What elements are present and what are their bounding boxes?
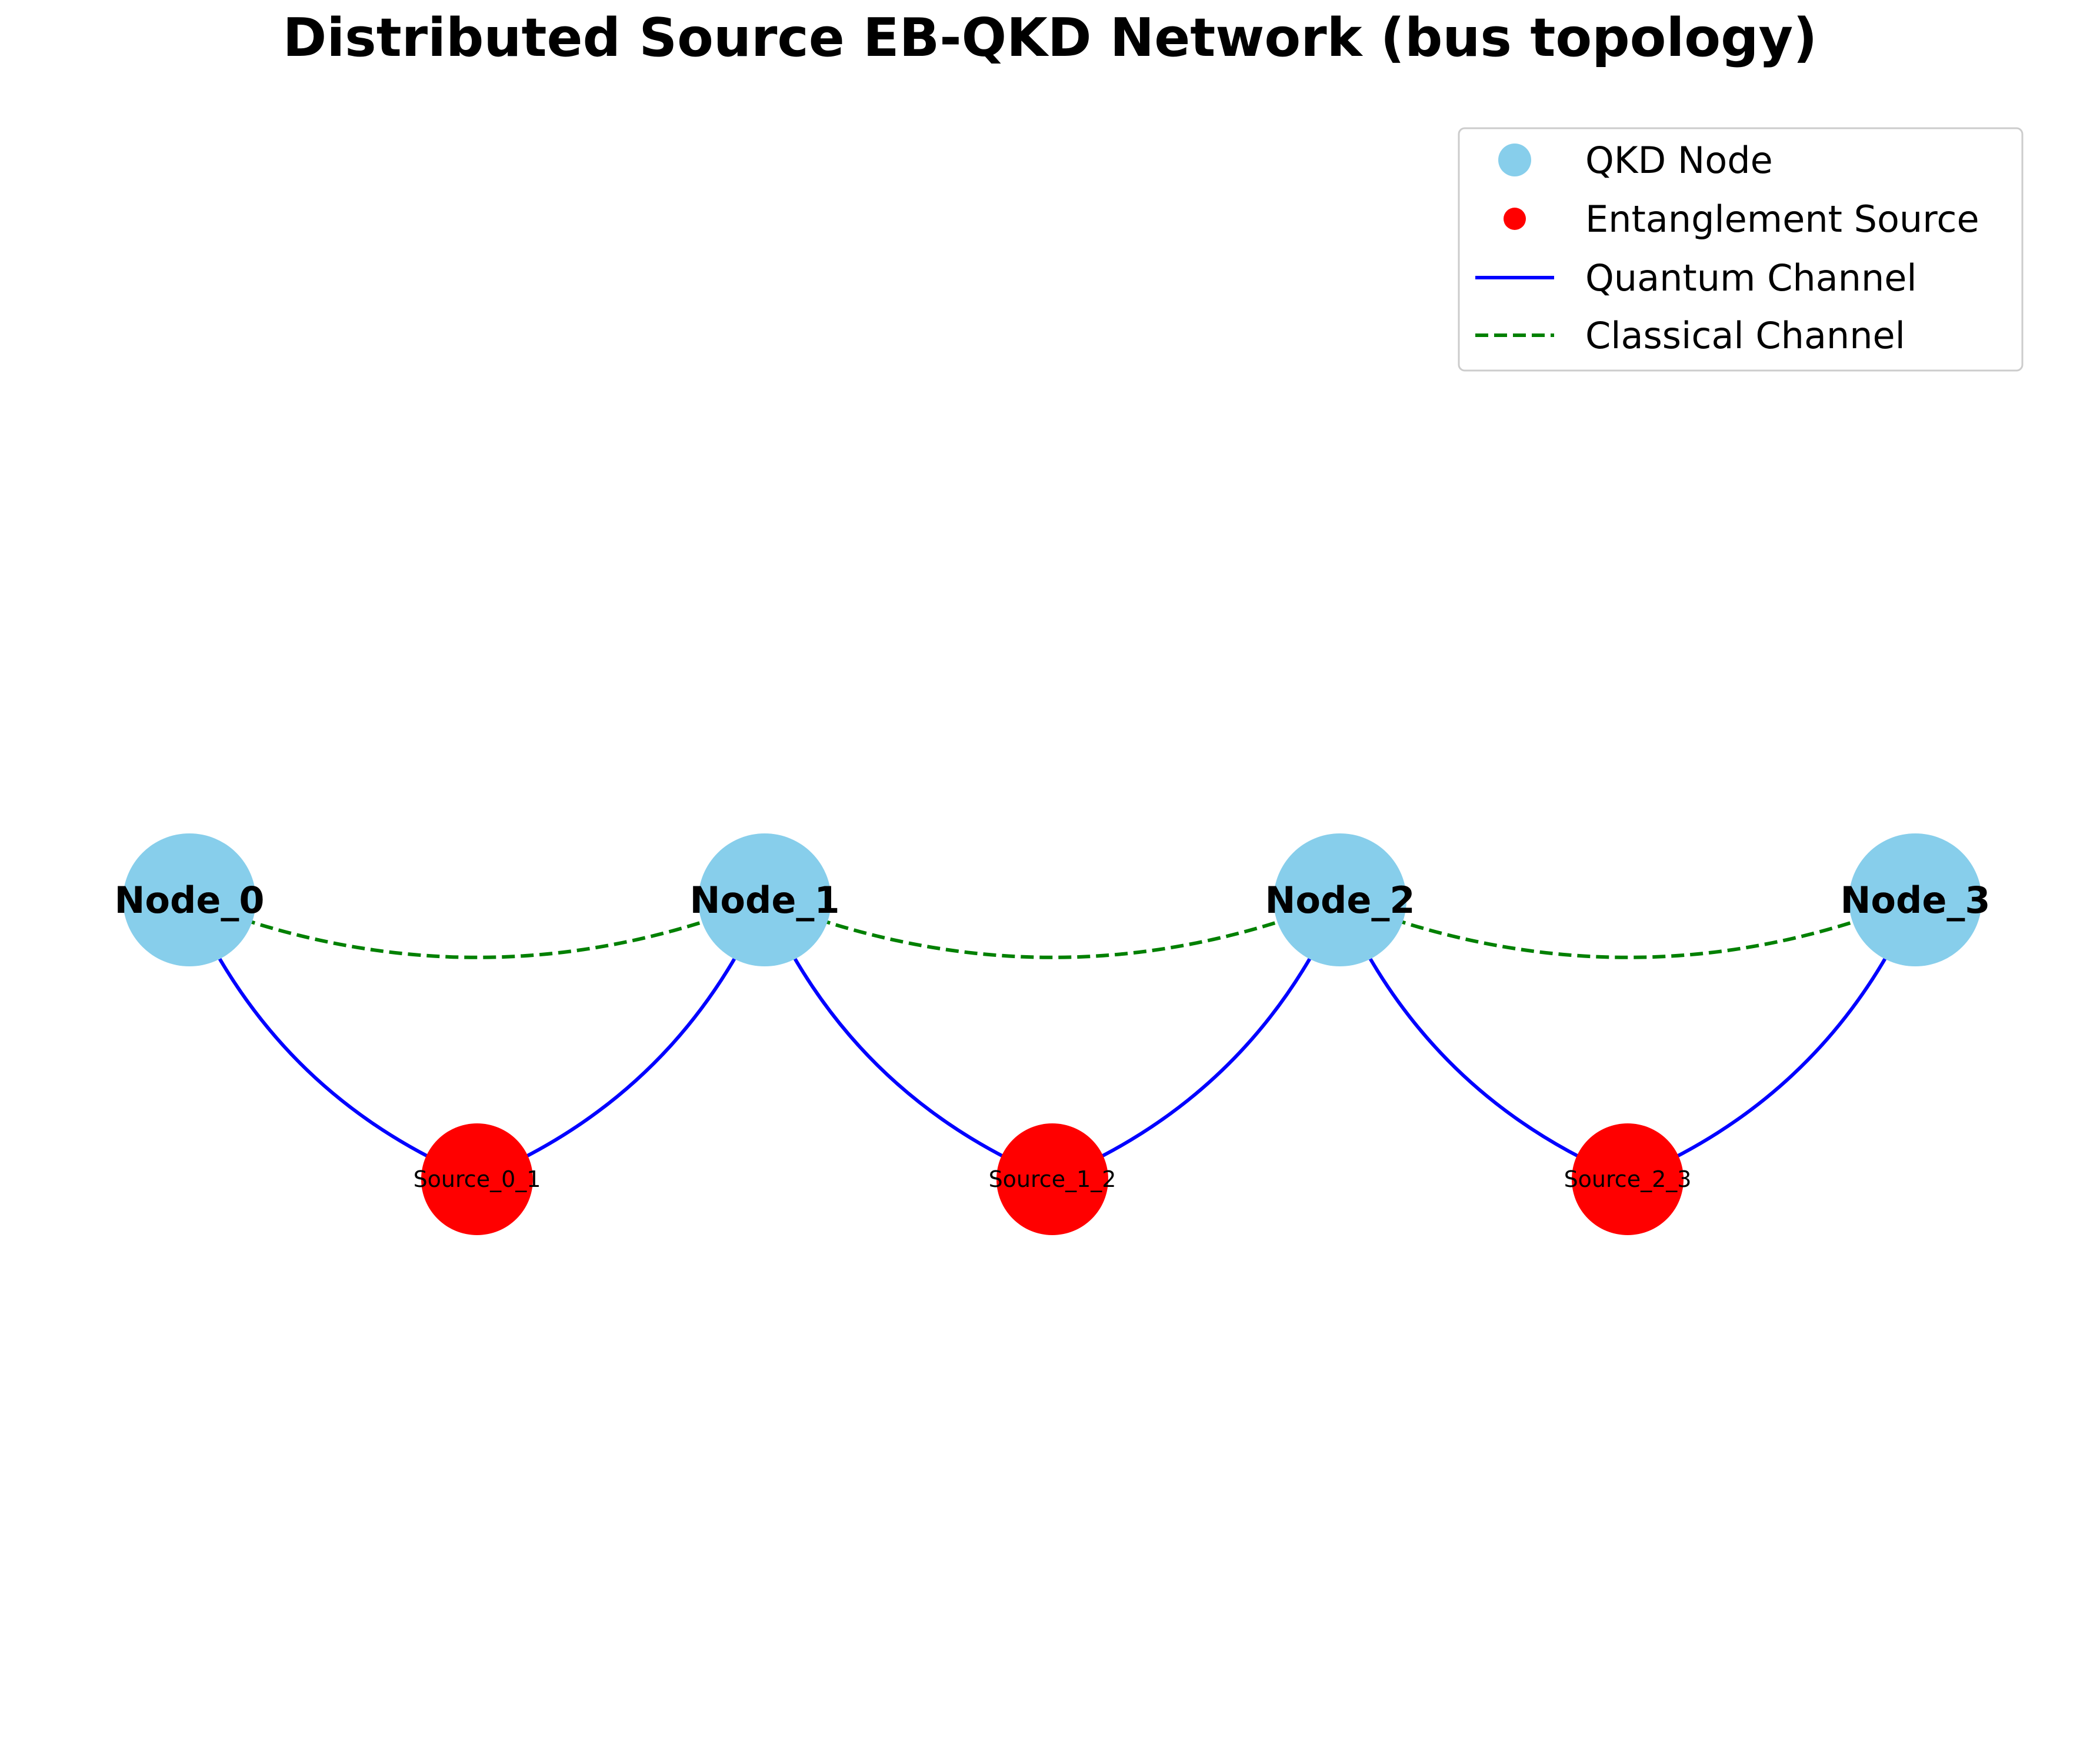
legend-entry: Quantum Channel: [1475, 256, 1917, 299]
entanglement-source-node[interactable]: [996, 1123, 1108, 1235]
qkd-node[interactable]: [123, 833, 256, 966]
legend: QKD Node Entanglement Source Quantum Chann…: [1458, 127, 2024, 372]
qkd-node-label: Node_2: [1265, 879, 1415, 922]
entanglement-source-node[interactable]: [421, 1123, 533, 1235]
qkd-node-label: Node_1: [689, 879, 839, 922]
legend-entry: Entanglement Source: [1504, 198, 1979, 241]
labels-layer: Node_0 Node_1 Node_2 Node_3 Source_0_1 Source…: [114, 879, 1990, 1192]
legend-frame: [1458, 127, 2024, 372]
classical-channel-edge: [188, 898, 766, 959]
diagram-title: Distributed Source EB-QKD Network (bus t…: [283, 7, 1818, 69]
legend-label: Entanglement Source: [1585, 198, 1979, 241]
legend-label: QKD Node: [1585, 139, 1773, 182]
classical-channel-edge: [764, 898, 1341, 959]
legend-source-marker: [1504, 208, 1526, 230]
classical-channel-edge: [1339, 898, 1916, 959]
legend-items: QKD Node Entanglement Source Quantum Chann…: [1475, 139, 1979, 357]
legend-entry: Classical Channel: [1475, 314, 1905, 357]
nodes-layer: [123, 833, 1982, 1235]
qkd-node-label: Node_0: [114, 879, 264, 922]
legend-label: Quantum Channel: [1585, 256, 1917, 299]
qkd-node-label: Node_3: [1840, 879, 1990, 922]
entanglement-source-node[interactable]: [1572, 1123, 1684, 1235]
entanglement-source-label: Source_2_3: [1564, 1166, 1692, 1192]
legend-entry: QKD Node: [1498, 139, 1773, 182]
entanglement-source-label: Source_1_2: [989, 1166, 1116, 1192]
qkd-node[interactable]: [1849, 833, 1982, 966]
legend-qkd-node-marker: [1498, 144, 1531, 176]
legend-label: Classical Channel: [1585, 314, 1905, 357]
qkd-node[interactable]: [698, 833, 831, 966]
entanglement-source-label: Source_0_1: [414, 1166, 541, 1192]
qkd-node[interactable]: [1274, 833, 1406, 966]
